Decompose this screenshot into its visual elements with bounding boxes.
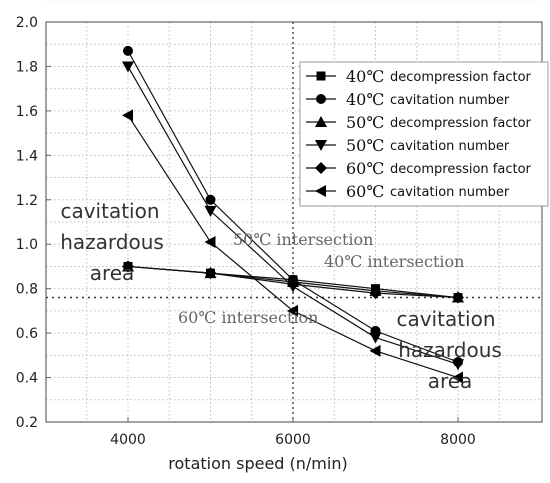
marker-triangle-left bbox=[204, 236, 216, 248]
marker-circle bbox=[123, 45, 133, 56]
legend-temp: 40℃ bbox=[346, 90, 384, 109]
grid bbox=[46, 0, 542, 422]
legend-label: cavitation number bbox=[390, 93, 510, 108]
y-tick-label: 1.4 bbox=[16, 148, 38, 164]
y-ticks: 0.2 0.4 0.6 0.8 1.0 1.2 1.4 1.6 1.8 2.0 bbox=[16, 15, 51, 431]
marker-circle bbox=[316, 94, 326, 104]
left-zone-label-2: hazardous bbox=[60, 230, 164, 254]
left-zone-label-3: area bbox=[90, 261, 135, 285]
x-tick-label: 4000 bbox=[110, 432, 146, 448]
legend-label: cavitation number bbox=[390, 139, 510, 154]
legend-temp: 50℃ bbox=[346, 113, 384, 132]
marker-diamond bbox=[315, 162, 327, 174]
marker-triangle-down bbox=[369, 332, 382, 344]
marker-triangle-left bbox=[369, 344, 381, 357]
intersection-40-label: 40℃ intersection bbox=[324, 252, 464, 271]
right-zone-label-1: cavitation bbox=[396, 307, 495, 331]
y-tick-label: 0.2 bbox=[16, 415, 38, 431]
y-tick-label: 1.6 bbox=[16, 104, 38, 120]
marker-triangle-down bbox=[204, 205, 217, 217]
marker-diamond bbox=[287, 278, 299, 291]
plot-frame bbox=[45, 21, 543, 423]
legend-label: decompression factor bbox=[390, 162, 532, 177]
right-zone-label-3: area bbox=[428, 369, 473, 393]
marker-diamond bbox=[122, 260, 134, 273]
x-tick-label: 8000 bbox=[440, 432, 476, 448]
legend-temp: 60℃ bbox=[346, 159, 384, 178]
marker-triangle-down bbox=[315, 140, 327, 151]
series-markers bbox=[122, 45, 464, 384]
marker-diamond bbox=[369, 287, 382, 300]
marker-triangle-down bbox=[452, 359, 464, 371]
y-tick-label: 2.0 bbox=[16, 15, 38, 31]
marker-triangle-left bbox=[452, 371, 463, 384]
marker-triangle-up bbox=[315, 116, 327, 127]
plot-area-border bbox=[45, 21, 543, 423]
marker-triangle-down bbox=[122, 61, 134, 73]
marker-circle bbox=[205, 194, 216, 205]
x-axis-label: rotation speed (n/min) bbox=[168, 454, 347, 473]
legend-temp: 60℃ bbox=[346, 182, 384, 201]
marker-diamond bbox=[204, 267, 217, 280]
intersection-60-label: 60℃ intersection bbox=[178, 308, 318, 327]
intersection-50-label: 50℃ intersection bbox=[233, 230, 373, 249]
marker-triangle-left bbox=[122, 109, 133, 122]
legend-label: decompression factor bbox=[390, 70, 532, 85]
y-tick-label: 1.0 bbox=[16, 237, 38, 253]
left-zone-label-1: cavitation bbox=[60, 199, 159, 223]
legend-temp: 50℃ bbox=[346, 136, 384, 155]
legend-label: cavitation number bbox=[390, 185, 510, 200]
marker-square bbox=[316, 71, 326, 81]
legend: 40℃ decompression factor 40℃ cavitation num… bbox=[299, 61, 549, 207]
right-zone-label-2: hazardous bbox=[398, 338, 502, 362]
y-tick-label: 0.4 bbox=[16, 371, 38, 387]
legend-temp: 40℃ bbox=[346, 67, 384, 86]
y-tick-label: 0.8 bbox=[16, 282, 38, 298]
legend-box bbox=[299, 61, 549, 207]
x-ticks: 4000 6000 8000 bbox=[110, 417, 476, 448]
y-tick-label: 1.2 bbox=[16, 193, 38, 209]
y-tick-label: 1.8 bbox=[16, 59, 38, 75]
x-tick-label: 6000 bbox=[275, 432, 311, 448]
marker-triangle-left bbox=[315, 185, 326, 197]
marker-triangle-left bbox=[287, 304, 298, 317]
marker-diamond bbox=[452, 291, 464, 304]
legend-label: decompression factor bbox=[390, 116, 532, 131]
y-tick-label: 0.6 bbox=[16, 326, 38, 342]
